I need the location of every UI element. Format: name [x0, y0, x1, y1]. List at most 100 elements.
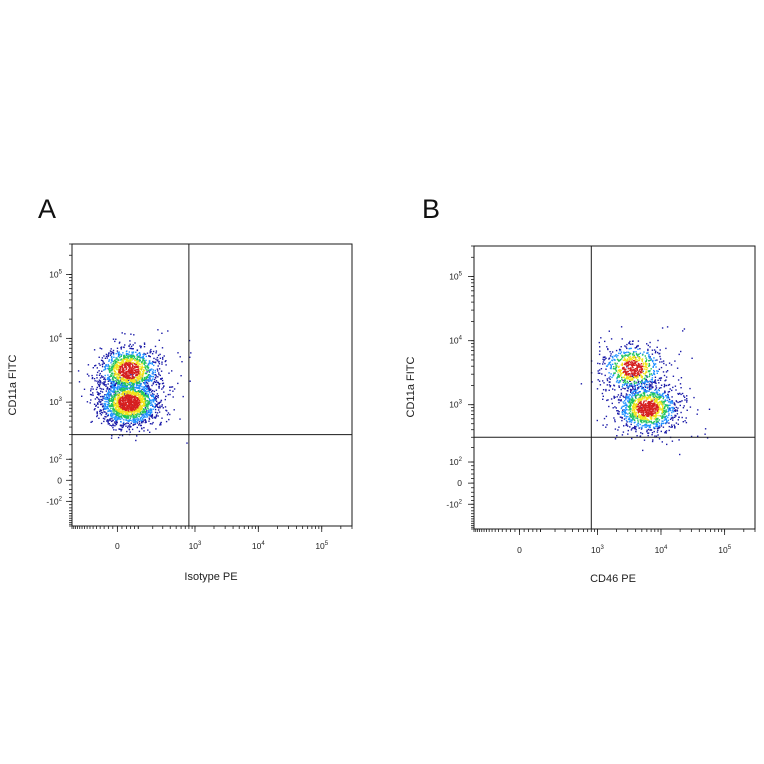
data-point: [108, 377, 110, 380]
data-point: [632, 388, 634, 390]
data-point: [154, 396, 156, 399]
data-point: [128, 401, 130, 403]
data-point: [125, 411, 127, 414]
data-point: [138, 377, 140, 380]
data-point: [159, 424, 161, 426]
data-point: [135, 351, 137, 353]
data-point: [627, 433, 629, 435]
data-point: [112, 391, 114, 393]
data-point: [152, 399, 154, 401]
data-point: [622, 431, 625, 433]
data-point: [116, 414, 118, 416]
data-point: [168, 418, 170, 421]
data-point: [142, 404, 145, 406]
data-point: [628, 406, 630, 408]
data-point: [640, 418, 642, 420]
data-point: [633, 409, 635, 411]
data-point: [633, 417, 635, 419]
data-point: [107, 408, 109, 410]
data-point: [645, 407, 647, 409]
data-point: [653, 426, 655, 428]
data-point: [115, 358, 117, 361]
data-point: [658, 395, 661, 398]
data-point: [117, 378, 119, 380]
data-point: [621, 434, 624, 436]
data-point: [642, 382, 645, 384]
data-point: [645, 411, 648, 413]
data-point: [104, 398, 106, 400]
data-point: [608, 384, 611, 386]
data-point: [641, 414, 644, 416]
data-point: [146, 379, 148, 382]
data-point: [626, 375, 628, 378]
data-point: [113, 360, 115, 363]
data-point: [115, 403, 117, 405]
data-point: [637, 355, 639, 357]
data-point: [652, 412, 654, 414]
data-point: [93, 403, 96, 405]
data-point: [655, 387, 658, 389]
data-point: [666, 397, 668, 399]
data-point: [649, 394, 651, 397]
data-point: [639, 407, 641, 409]
data-point: [647, 414, 650, 417]
data-point: [669, 407, 672, 410]
data-point: [598, 341, 600, 344]
data-point: [644, 417, 647, 419]
data-point: [641, 409, 643, 411]
y-tick-label: 102: [49, 454, 62, 464]
data-point: [119, 341, 121, 343]
data-point: [125, 361, 127, 363]
data-point: [144, 390, 147, 392]
data-point: [609, 361, 612, 363]
data-point: [620, 394, 623, 396]
data-point: [113, 381, 115, 384]
data-point: [635, 392, 637, 394]
data-point: [113, 421, 116, 423]
data-point: [170, 386, 172, 388]
data-point: [656, 399, 658, 401]
data-point: [144, 410, 147, 412]
data-point: [158, 406, 160, 409]
data-point: [169, 386, 171, 388]
data-point: [648, 370, 651, 373]
data-point: [686, 395, 688, 397]
data-point: [616, 376, 618, 379]
data-point: [126, 386, 128, 389]
data-point: [637, 345, 639, 347]
data-point: [657, 420, 659, 422]
data-point: [616, 356, 618, 358]
data-point: [151, 391, 153, 393]
data-point: [138, 393, 140, 395]
data-point: [121, 411, 124, 413]
data-point: [117, 386, 119, 389]
data-point: [132, 424, 134, 426]
data-point: [112, 387, 115, 389]
data-point: [610, 367, 612, 370]
data-point: [119, 415, 121, 417]
data-point: [637, 387, 639, 389]
data-point: [620, 400, 622, 402]
data-point: [126, 378, 128, 381]
data-point: [116, 374, 118, 376]
data-point: [122, 368, 125, 370]
data-point: [106, 415, 109, 417]
data-point: [620, 416, 622, 418]
data-point: [624, 400, 626, 402]
data-point: [662, 416, 664, 418]
data-point: [651, 407, 653, 409]
data-point: [115, 415, 117, 417]
data-point: [95, 388, 98, 391]
data-point: [114, 422, 116, 425]
data-point: [115, 372, 117, 374]
data-point: [150, 408, 153, 410]
data-point: [149, 350, 151, 352]
data-point: [135, 376, 137, 379]
data-point: [111, 358, 113, 360]
data-point: [627, 354, 629, 356]
data-point: [147, 374, 149, 376]
data-point: [645, 379, 648, 381]
data-point: [145, 414, 148, 416]
data-point: [136, 376, 138, 379]
